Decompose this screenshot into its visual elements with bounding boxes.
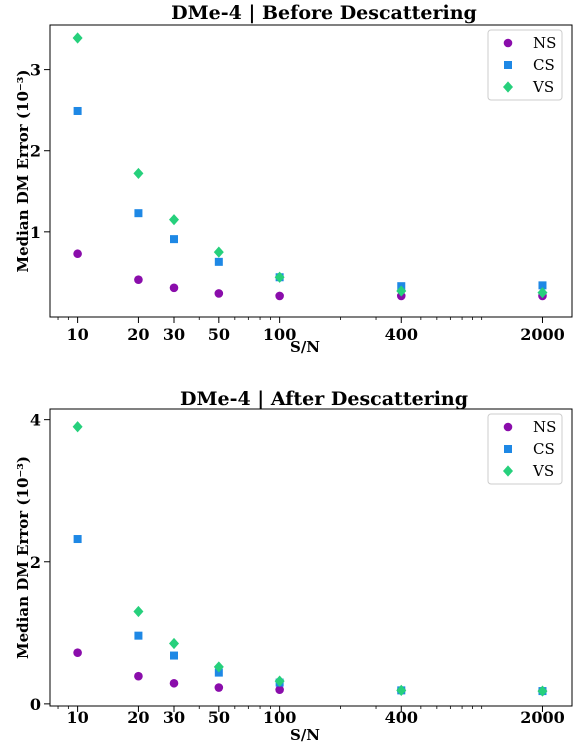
x-tick-label: 20 — [127, 325, 149, 344]
x-tick-label: 10 — [66, 325, 88, 344]
point-vs — [537, 685, 548, 697]
point-cs — [134, 209, 143, 218]
y-tick-label: 0 — [30, 695, 41, 714]
legend-marker-ns — [503, 38, 513, 48]
point-cs — [134, 631, 143, 640]
x-tick-label: 100 — [263, 325, 296, 344]
legend-marker-cs — [504, 445, 512, 453]
point-vs — [72, 421, 83, 433]
point-ns — [73, 648, 82, 658]
point-cs — [73, 106, 82, 115]
point-ns — [134, 275, 143, 284]
legend-label: VS — [532, 78, 554, 96]
x-tick-label: 50 — [208, 708, 230, 727]
legend-label: CS — [533, 56, 555, 74]
point-vs — [133, 605, 144, 618]
x-tick-label: 10 — [66, 708, 88, 727]
legend-marker-vs — [503, 465, 513, 477]
legend-label: NS — [533, 418, 556, 436]
point-cs — [170, 651, 179, 660]
chart-title: DMe-4 | Before Descattering — [171, 2, 477, 24]
point-vs — [133, 167, 144, 180]
y-tick-label: 1 — [30, 223, 41, 242]
x-tick-label: 30 — [163, 325, 185, 344]
x-axis-label: S/N — [290, 338, 320, 356]
y-tick-label: 2 — [30, 553, 41, 572]
point-vs — [396, 285, 407, 297]
point-vs — [169, 637, 180, 650]
x-tick-label: 2000 — [520, 325, 565, 344]
plot-frame — [49, 24, 573, 318]
legend-box — [487, 413, 563, 485]
x-tick-label: 30 — [163, 708, 185, 727]
point-cs — [538, 281, 547, 290]
point-ns — [214, 289, 224, 298]
x-tick-label: 400 — [385, 708, 418, 727]
plot-frame — [49, 408, 573, 707]
legend-label: VS — [532, 462, 554, 480]
point-ns — [134, 671, 143, 681]
legend-box — [487, 29, 563, 101]
y-tick-label: 2 — [30, 142, 41, 161]
point-cs — [214, 668, 223, 677]
point-cs — [170, 235, 179, 244]
point-ns — [73, 249, 82, 259]
point-vs — [169, 214, 180, 226]
chart-1: DMe-4 | Before Descattering 10 20 30 50 100 40… — [14, 2, 573, 356]
point-vs — [537, 287, 548, 299]
y-axis-label: Median DM Error (10⁻³) — [14, 70, 32, 273]
legend-marker-cs — [504, 61, 512, 69]
point-vs — [274, 675, 285, 687]
legend-label: NS — [533, 34, 556, 52]
y-axis-label: Median DM Error (10⁻³) — [14, 456, 32, 659]
x-tick-label: 400 — [385, 325, 418, 344]
x-tick-label: 50 — [208, 325, 230, 344]
point-vs — [213, 661, 224, 673]
point-ns — [214, 683, 224, 692]
x-axis-label: S/N — [290, 726, 320, 744]
y-tick-label: 4 — [30, 411, 41, 430]
point-vs — [274, 271, 285, 283]
x-tick-label: 100 — [263, 708, 296, 727]
point-vs — [72, 32, 83, 44]
point-ns — [169, 678, 179, 688]
legend-label: CS — [533, 440, 555, 458]
legend: NS CS VS — [487, 413, 563, 485]
point-ns — [275, 291, 284, 301]
point-vs — [213, 246, 224, 258]
y-tick-label: 3 — [30, 61, 41, 80]
point-ns — [275, 685, 284, 694]
legend-marker-ns — [503, 422, 513, 432]
point-cs — [214, 257, 223, 266]
chart-title: DMe-4 | After Descattering — [180, 388, 468, 410]
legend: NS CS VS — [487, 29, 563, 101]
x-tick-label: 20 — [127, 708, 149, 727]
point-vs — [396, 684, 407, 696]
x-tick-label: 2000 — [520, 708, 565, 727]
point-cs — [73, 535, 82, 544]
legend-marker-vs — [503, 81, 513, 93]
point-ns — [169, 283, 179, 293]
